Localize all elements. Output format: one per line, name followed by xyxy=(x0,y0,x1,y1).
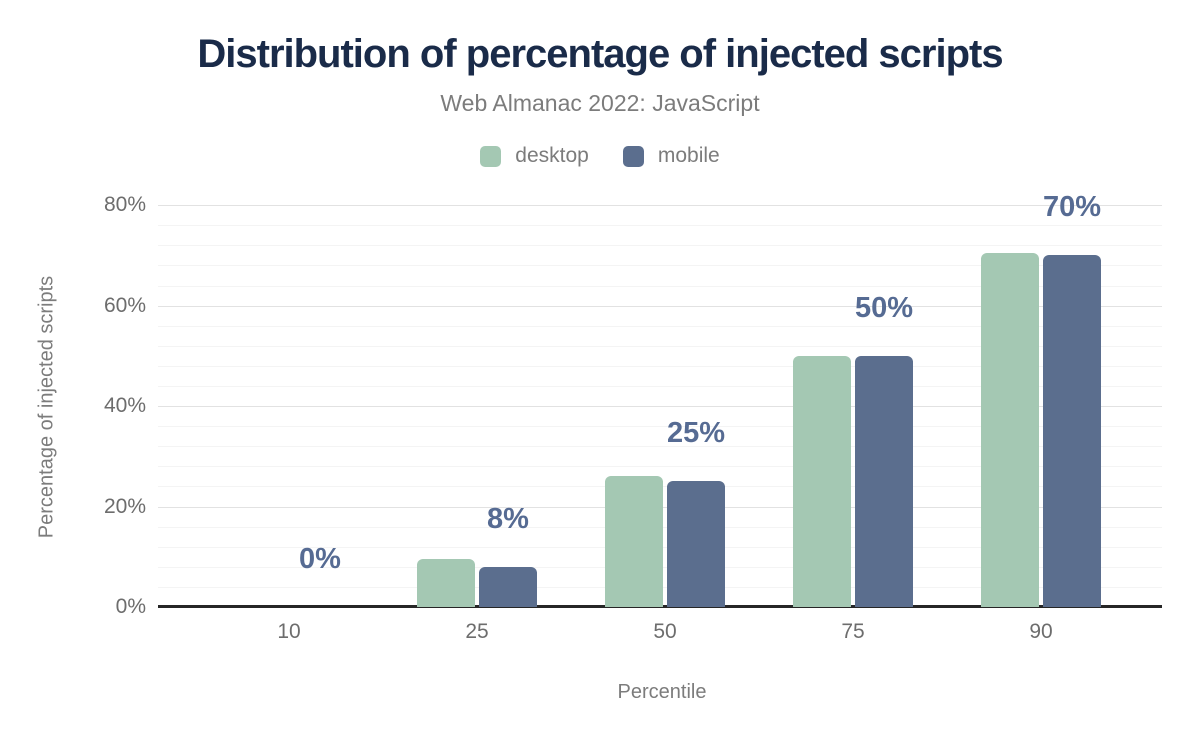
gridline-minor xyxy=(158,325,1162,327)
data-label-p75: 50% xyxy=(854,291,914,324)
y-axis-title: Percentage of injected scripts xyxy=(35,275,58,539)
gridline-minor xyxy=(158,386,1162,387)
legend-label-mobile: mobile xyxy=(657,144,720,167)
gridline-minor xyxy=(158,285,1162,287)
data-label-p25: 8% xyxy=(487,502,529,535)
gridline-major xyxy=(158,406,1162,407)
gridline-minor xyxy=(158,345,1162,347)
x-tick-label-10: 10 xyxy=(277,620,301,643)
x-tick-label-25: 25 xyxy=(465,620,489,643)
x-tick-label-75: 75 xyxy=(841,620,865,643)
data-label-p10: 0% xyxy=(299,543,341,575)
y-tick-label: 80% xyxy=(103,193,146,217)
gridline-minor xyxy=(158,426,1162,428)
y-tick-label: 40% xyxy=(103,394,146,417)
legend-swatch-mobile xyxy=(622,145,644,167)
y-tick-label: 60% xyxy=(103,293,146,317)
legend: desktop mobile xyxy=(0,144,1200,168)
chart-subtitle: Web Almanac 2022: JavaScript xyxy=(440,90,760,116)
legend-item-desktop: desktop xyxy=(480,144,589,168)
gridline-major xyxy=(158,205,1162,207)
bar-mobile-p50[interactable] xyxy=(667,481,725,607)
bar-desktop-p75[interactable] xyxy=(793,355,851,607)
bar-desktop-p25[interactable] xyxy=(417,559,475,607)
data-label-p50: 25% xyxy=(666,417,726,450)
bar-mobile-p25[interactable] xyxy=(479,566,537,607)
x-tick-label-50: 50 xyxy=(653,620,677,643)
gridline-minor xyxy=(158,446,1162,448)
x-axis-title: Percentile xyxy=(617,681,707,703)
gridline-minor xyxy=(158,225,1162,227)
y-tick-label: 20% xyxy=(103,494,146,518)
bar-mobile-p90[interactable] xyxy=(1043,255,1101,607)
chart-title: Distribution of percentage of injected s… xyxy=(197,32,1003,76)
gridline-minor xyxy=(158,466,1162,468)
legend-item-mobile: mobile xyxy=(622,144,720,168)
legend-swatch-desktop xyxy=(480,145,502,167)
gridline-minor xyxy=(158,265,1162,267)
data-label-p90: 70% xyxy=(1042,191,1102,224)
x-tick-label-90: 90 xyxy=(1029,620,1053,643)
gridline-major xyxy=(158,305,1162,307)
y-tick-label: 0% xyxy=(115,595,146,618)
bar-desktop-p90[interactable] xyxy=(981,252,1039,607)
plot-area: 0% 20% 40% 60% 80% 0% 10 8% 25 25% 50 50% 75 70% 90 xyxy=(104,185,1162,643)
bar-desktop-p50[interactable] xyxy=(605,476,663,607)
bar-mobile-p75[interactable] xyxy=(855,355,913,607)
gridline-minor xyxy=(158,365,1162,367)
legend-label-desktop: desktop xyxy=(515,144,589,167)
gridline-minor xyxy=(158,245,1162,247)
